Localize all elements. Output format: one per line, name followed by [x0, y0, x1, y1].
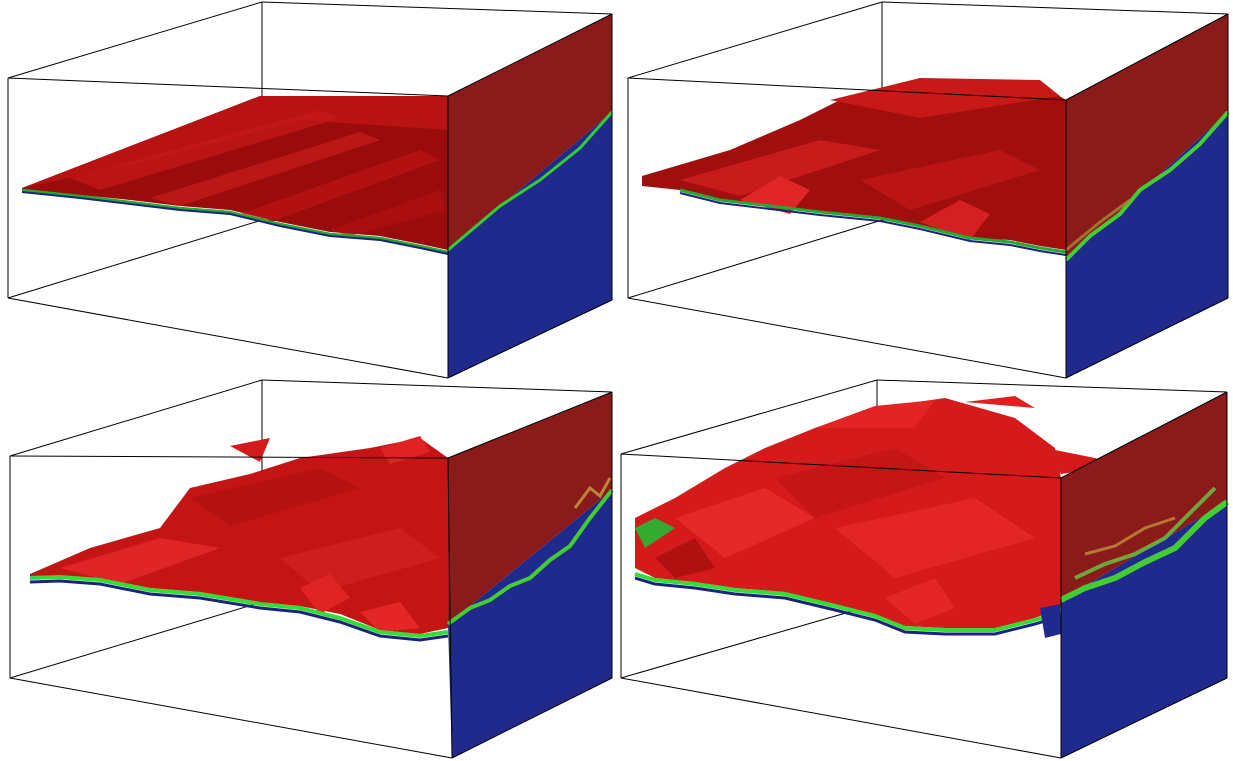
panel-1-render	[7, 1, 614, 379]
interface-surface	[634, 396, 1115, 638]
panel-2-render	[627, 1, 1230, 379]
box-front-edges	[7, 13, 613, 379]
panel-top-left	[0, 0, 615, 379]
front-face	[1064, 14, 1230, 378]
panel-4-render	[620, 379, 1229, 759]
panel-top-right	[620, 0, 1233, 379]
front-face	[1059, 392, 1229, 758]
box-front-edges	[620, 391, 1228, 759]
panel-bottom-right	[615, 378, 1233, 761]
front-face	[447, 14, 614, 378]
front-face	[446, 392, 614, 758]
box-front-edges	[627, 13, 1229, 379]
panel-3-render	[9, 379, 614, 759]
interface-surface	[642, 78, 1067, 256]
interface-surface	[21, 96, 449, 255]
box-front-edges	[9, 391, 613, 759]
panel-bottom-left	[0, 378, 615, 761]
interface-surface	[29, 436, 449, 642]
